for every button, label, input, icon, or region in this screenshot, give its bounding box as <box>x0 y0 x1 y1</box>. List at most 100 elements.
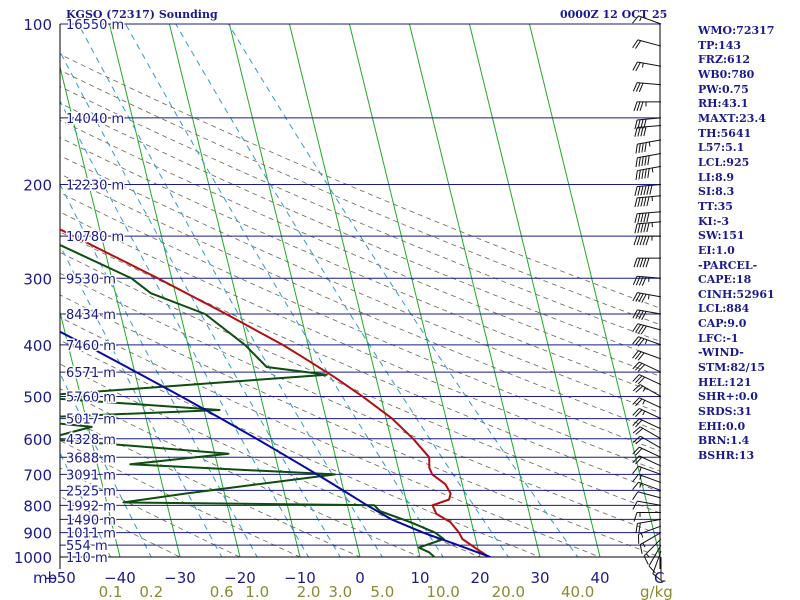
wind-barb-column <box>632 15 666 582</box>
height-label: 10780 m <box>66 230 124 245</box>
dry-adiabat-line <box>60 173 660 433</box>
mixing-ratio-label: 40.0 <box>561 583 594 600</box>
index-item: STM:82/15 <box>698 361 765 375</box>
sounding-traces <box>60 228 492 557</box>
wind-barb <box>632 397 662 409</box>
dewpoint-trace <box>60 243 445 557</box>
wind-barb <box>634 124 662 137</box>
pressure-tick-label: 900 <box>23 525 52 543</box>
isotherm-line <box>228 24 361 557</box>
parcel-trace <box>60 330 492 557</box>
wind-barb <box>632 336 662 347</box>
dry-adiabat-line <box>60 363 482 557</box>
stability-indices-panel: WMO:72317 TP:143 FRZ:612 WB0:780 PW:0.75 RH:4… <box>698 24 775 464</box>
mixing-ratio-line <box>78 24 383 557</box>
mixing-ratio-line <box>60 183 258 557</box>
wind-barb <box>632 309 662 320</box>
index-item: LCL:884 <box>698 302 750 316</box>
dry-adiabat-line <box>60 388 422 557</box>
mixing-ratio-label: 10.0 <box>426 583 459 600</box>
index-item: RH:43.1 <box>698 97 749 111</box>
index-item: PW:0.75 <box>698 82 749 96</box>
index-item: -PARCEL- <box>698 258 758 272</box>
temperature-tick-label: 20 <box>470 569 489 587</box>
height-label: 1011 m <box>66 527 116 542</box>
sounding-time: 0000Z 12 OCT 25 <box>560 8 668 21</box>
height-label: 16550 m <box>66 18 124 33</box>
mixing-ratio-unit-label: g/kg <box>640 583 673 600</box>
temperature-tick-label: −30 <box>164 569 196 587</box>
index-item: WMO:72317 <box>698 24 775 37</box>
index-item: SHR+:0.0 <box>698 390 758 404</box>
wind-barb <box>632 481 662 491</box>
dry-adiabat-line <box>60 339 542 557</box>
temperature-trace <box>60 228 490 557</box>
wind-barb <box>634 183 662 196</box>
wind-barb <box>632 491 662 500</box>
wind-barb <box>632 361 662 373</box>
temperature-tick-labels: −50 −40 −30 −20 −10 0 10 20 30 40 <box>44 569 609 587</box>
temperature-tick-label: −20 <box>224 569 256 587</box>
height-label: 1992 m <box>66 499 116 514</box>
index-item: EHI:0.0 <box>698 419 746 433</box>
pressure-tick-labels: 100 200 300 400 500 600 700 800 900 1000 <box>14 16 52 567</box>
dry-adiabat-line <box>60 413 361 557</box>
height-label: 9530 m <box>66 272 116 287</box>
height-label: 5017 m <box>66 413 116 428</box>
index-item: HEL:121 <box>698 375 752 389</box>
wind-barb <box>652 550 662 580</box>
dry-adiabat-line <box>60 137 660 395</box>
wind-barb <box>634 211 662 224</box>
dry-adiabat-line <box>60 251 660 514</box>
temperature-tick-label: −40 <box>104 569 136 587</box>
mixing-ratio-label: 1.0 <box>245 583 269 600</box>
mixing-ratio-label: 0.2 <box>139 583 163 600</box>
wind-barb <box>632 455 662 467</box>
dry-adiabat-line <box>60 211 660 472</box>
height-label: 7460 m <box>66 339 116 354</box>
dry-adiabat-line <box>60 119 660 377</box>
mixing-ratio-label: 0.1 <box>99 583 123 600</box>
index-item: TH:5641 <box>698 126 752 140</box>
wind-barb <box>632 435 662 449</box>
index-item: KI:-3 <box>698 214 729 228</box>
wind-barb <box>632 82 662 93</box>
dry-adiabat-line <box>60 192 660 452</box>
isotherm-line <box>60 64 181 557</box>
mixing-ratio-line <box>175 24 509 557</box>
dry-adiabat-line <box>60 86 660 342</box>
index-item: WB0:780 <box>698 67 755 81</box>
index-item: BRN:1.4 <box>698 434 750 448</box>
wind-barb <box>639 532 662 555</box>
wind-barb <box>635 518 662 534</box>
wind-barb <box>632 292 662 303</box>
pressure-tick-label: 700 <box>23 466 52 484</box>
index-item: BSHR:13 <box>698 449 755 463</box>
height-label: 12230 m <box>66 178 124 193</box>
wind-barb <box>632 350 662 361</box>
isotherm-line <box>348 24 481 557</box>
index-item: EI:1.0 <box>698 243 735 257</box>
index-item: FRZ:612 <box>698 53 751 67</box>
index-item: SI:8.3 <box>698 185 735 199</box>
wind-barb <box>632 15 662 25</box>
pressure-tick-label: 800 <box>23 497 52 515</box>
dry-adiabat-line <box>60 440 301 557</box>
temperature-tick-label: 10 <box>410 569 429 587</box>
wind-barb <box>632 61 662 72</box>
mixing-ratio-label: 20.0 <box>492 583 525 600</box>
wind-barb <box>632 39 662 49</box>
isotherm-line <box>468 24 601 557</box>
index-item: SW:151 <box>698 229 745 243</box>
pressure-tick-label: 300 <box>23 270 52 288</box>
wind-barb <box>660 557 666 582</box>
wind-barb <box>634 221 662 234</box>
dry-adiabat-line <box>60 155 660 414</box>
temperature-tick-label: 30 <box>530 569 549 587</box>
pressure-tick-label: 600 <box>23 431 52 449</box>
wind-barb <box>633 257 661 268</box>
pressure-unit-label: mb <box>33 569 57 587</box>
dry-adiabat-line <box>60 69 660 326</box>
wind-barb <box>633 511 661 522</box>
isotherm-line <box>168 24 301 557</box>
